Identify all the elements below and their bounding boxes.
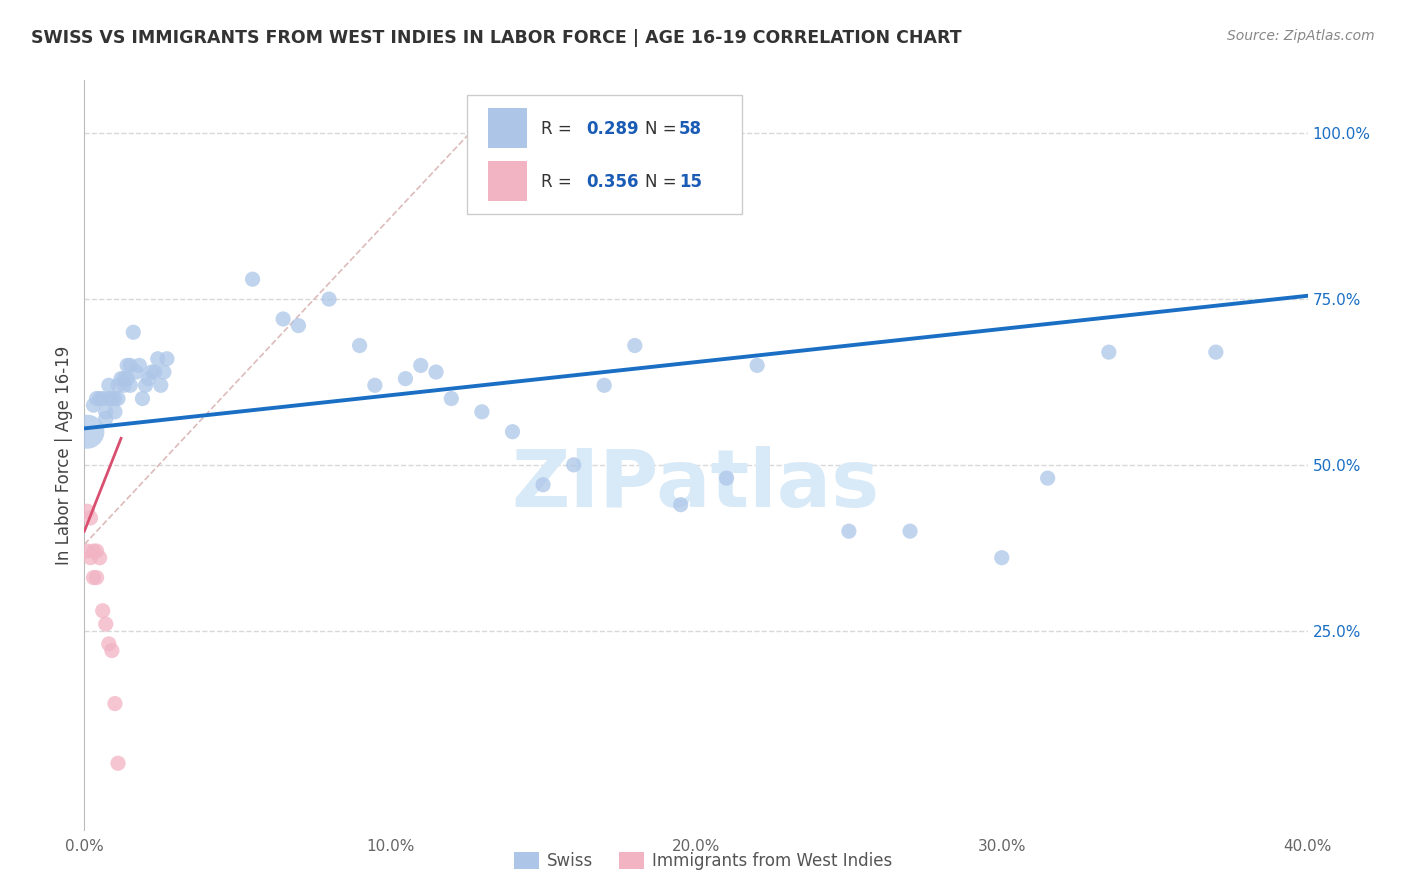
- Point: [76, 544, 98, 558]
- Point: [94, 405, 117, 419]
- Point: [110, 372, 132, 386]
- Point: [271, 312, 294, 326]
- Text: 0.289: 0.289: [586, 120, 638, 138]
- Text: Source: ZipAtlas.com: Source: ZipAtlas.com: [1227, 29, 1375, 43]
- Point: [135, 378, 157, 392]
- Point: [97, 378, 120, 392]
- Point: [125, 365, 148, 379]
- Point: [79, 550, 101, 565]
- Point: [898, 524, 921, 538]
- Point: [149, 378, 172, 392]
- Point: [89, 392, 111, 406]
- Point: [287, 318, 309, 333]
- Point: [104, 405, 127, 419]
- Point: [440, 392, 463, 406]
- Point: [120, 378, 142, 392]
- Point: [104, 392, 127, 406]
- Text: SWISS VS IMMIGRANTS FROM WEST INDIES IN LABOR FORCE | AGE 16-19 CORRELATION CHAR: SWISS VS IMMIGRANTS FROM WEST INDIES IN …: [31, 29, 962, 46]
- Point: [138, 372, 160, 386]
- Point: [838, 524, 860, 538]
- Point: [91, 604, 114, 618]
- Point: [112, 378, 135, 392]
- Point: [101, 392, 124, 406]
- Point: [112, 372, 135, 386]
- Point: [716, 471, 738, 485]
- Text: 15: 15: [679, 173, 702, 191]
- Point: [107, 756, 129, 771]
- Point: [471, 405, 494, 419]
- Point: [91, 392, 114, 406]
- Point: [562, 458, 585, 472]
- Point: [86, 571, 108, 585]
- Point: [669, 498, 692, 512]
- Text: R =: R =: [541, 120, 576, 138]
- Y-axis label: In Labor Force | Age 16-19: In Labor Force | Age 16-19: [55, 345, 73, 565]
- Point: [79, 511, 101, 525]
- Point: [502, 425, 524, 439]
- Point: [128, 359, 150, 373]
- Point: [146, 351, 169, 366]
- Point: [409, 359, 432, 373]
- Text: N =: N =: [644, 120, 682, 138]
- Point: [593, 378, 616, 392]
- Point: [83, 398, 105, 412]
- Point: [97, 392, 120, 406]
- Point: [624, 338, 647, 352]
- Point: [89, 550, 111, 565]
- Point: [86, 392, 108, 406]
- FancyBboxPatch shape: [488, 108, 527, 148]
- Point: [115, 359, 138, 373]
- Point: [120, 359, 142, 373]
- Text: ZIPatlas: ZIPatlas: [512, 446, 880, 524]
- Point: [97, 637, 120, 651]
- Point: [425, 365, 447, 379]
- Text: 58: 58: [679, 120, 702, 138]
- Point: [143, 365, 166, 379]
- Point: [101, 643, 124, 657]
- Text: R =: R =: [541, 173, 576, 191]
- Point: [107, 378, 129, 392]
- Text: N =: N =: [644, 173, 682, 191]
- Point: [349, 338, 371, 352]
- Point: [991, 550, 1014, 565]
- Point: [76, 425, 98, 439]
- Point: [1098, 345, 1121, 359]
- Point: [83, 571, 105, 585]
- Point: [122, 325, 145, 339]
- Point: [156, 351, 179, 366]
- Point: [131, 392, 153, 406]
- Point: [394, 372, 416, 386]
- Legend: Swiss, Immigrants from West Indies: Swiss, Immigrants from West Indies: [508, 845, 898, 877]
- Point: [1205, 345, 1227, 359]
- Point: [94, 617, 117, 632]
- Point: [104, 697, 127, 711]
- Point: [531, 477, 554, 491]
- Point: [86, 544, 108, 558]
- Point: [1036, 471, 1059, 485]
- FancyBboxPatch shape: [467, 95, 742, 214]
- Point: [76, 504, 98, 518]
- Point: [364, 378, 387, 392]
- Point: [747, 359, 769, 373]
- Point: [107, 392, 129, 406]
- FancyBboxPatch shape: [488, 161, 527, 201]
- Point: [141, 365, 163, 379]
- Point: [242, 272, 264, 286]
- Point: [83, 544, 105, 558]
- Text: 0.356: 0.356: [586, 173, 638, 191]
- Point: [153, 365, 176, 379]
- Point: [318, 292, 340, 306]
- Point: [115, 372, 138, 386]
- Point: [94, 411, 117, 425]
